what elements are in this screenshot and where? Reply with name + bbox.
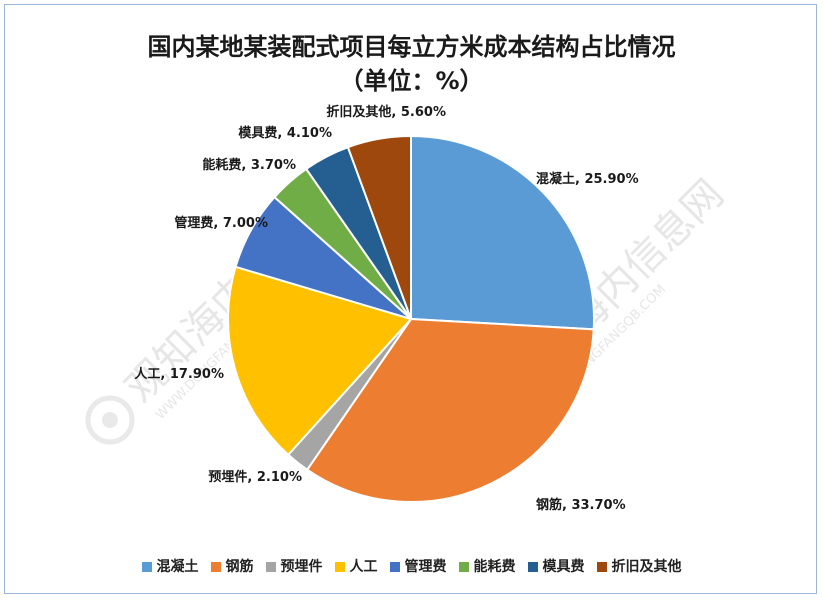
legend-label: 钢筋 [225, 559, 254, 575]
pie-slice [305, 317, 595, 504]
chart-title-line1: 国内某地某装配式项目每立方米成本结构占比情况 [147, 33, 676, 61]
pie-slice [410, 134, 596, 331]
legend-swatch [527, 562, 538, 572]
legend-item: 能耗费 [458, 556, 516, 576]
legend-swatch [265, 562, 276, 572]
pie-labels: 混凝土, 25.90% 钢筋, 33.70% 预埋件, 2.10% 人工, 17.90… [134, 104, 638, 513]
legend-label: 能耗费 [473, 559, 516, 575]
legend-label: 人工 [349, 559, 378, 575]
legend-item: 混凝土 [141, 556, 199, 576]
pie-slices [227, 134, 596, 504]
legend-swatch [334, 562, 345, 572]
pie-slice [227, 265, 413, 457]
legend-label: 折旧及其他 [611, 559, 682, 575]
slice-data-label: 能耗费, 3.70% [202, 157, 296, 173]
legend-label: 预埋件 [280, 559, 323, 575]
legend-item: 模具费 [527, 556, 585, 576]
legend-item: 预埋件 [265, 556, 323, 576]
slice-data-label: 预埋件, 2.10% [208, 469, 302, 485]
slice-data-label: 模具费, 4.10% [238, 125, 332, 141]
legend-item: 管理费 [389, 556, 447, 576]
legend-item: 人工 [334, 556, 378, 576]
legend-item: 钢筋 [210, 556, 254, 576]
legend-label: 混凝土 [156, 559, 199, 575]
legend-swatch [596, 562, 607, 572]
legend-item: 折旧及其他 [596, 556, 682, 576]
slice-data-label: 折旧及其他, 5.60% [326, 104, 446, 120]
slice-data-label: 人工, 17.90% [134, 366, 224, 382]
watermark-logo-icon-inner [102, 412, 118, 428]
watermark-logo-icon [85, 395, 135, 445]
legend-swatch [389, 562, 400, 572]
chart-title: 国内某地某装配式项目每立方米成本结构占比情况 （单位：%） [0, 30, 823, 98]
chart-legend: 混凝土 钢筋 预埋件 人工 管理费 能耗费 模具费 折旧及其他 [0, 556, 823, 576]
slice-data-label: 混凝土, 25.90% [536, 171, 639, 187]
pie-slice [346, 134, 412, 320]
slice-data-label: 钢筋, 33.70% [536, 497, 626, 513]
legend-swatch [458, 562, 469, 572]
chart-title-line2: （单位：%） [339, 67, 484, 95]
legend-label: 管理费 [404, 559, 447, 575]
legend-label: 模具费 [542, 559, 585, 575]
legend-swatch [210, 562, 221, 572]
legend-swatch [141, 562, 152, 572]
slice-data-label: 管理费, 7.00% [174, 215, 268, 231]
